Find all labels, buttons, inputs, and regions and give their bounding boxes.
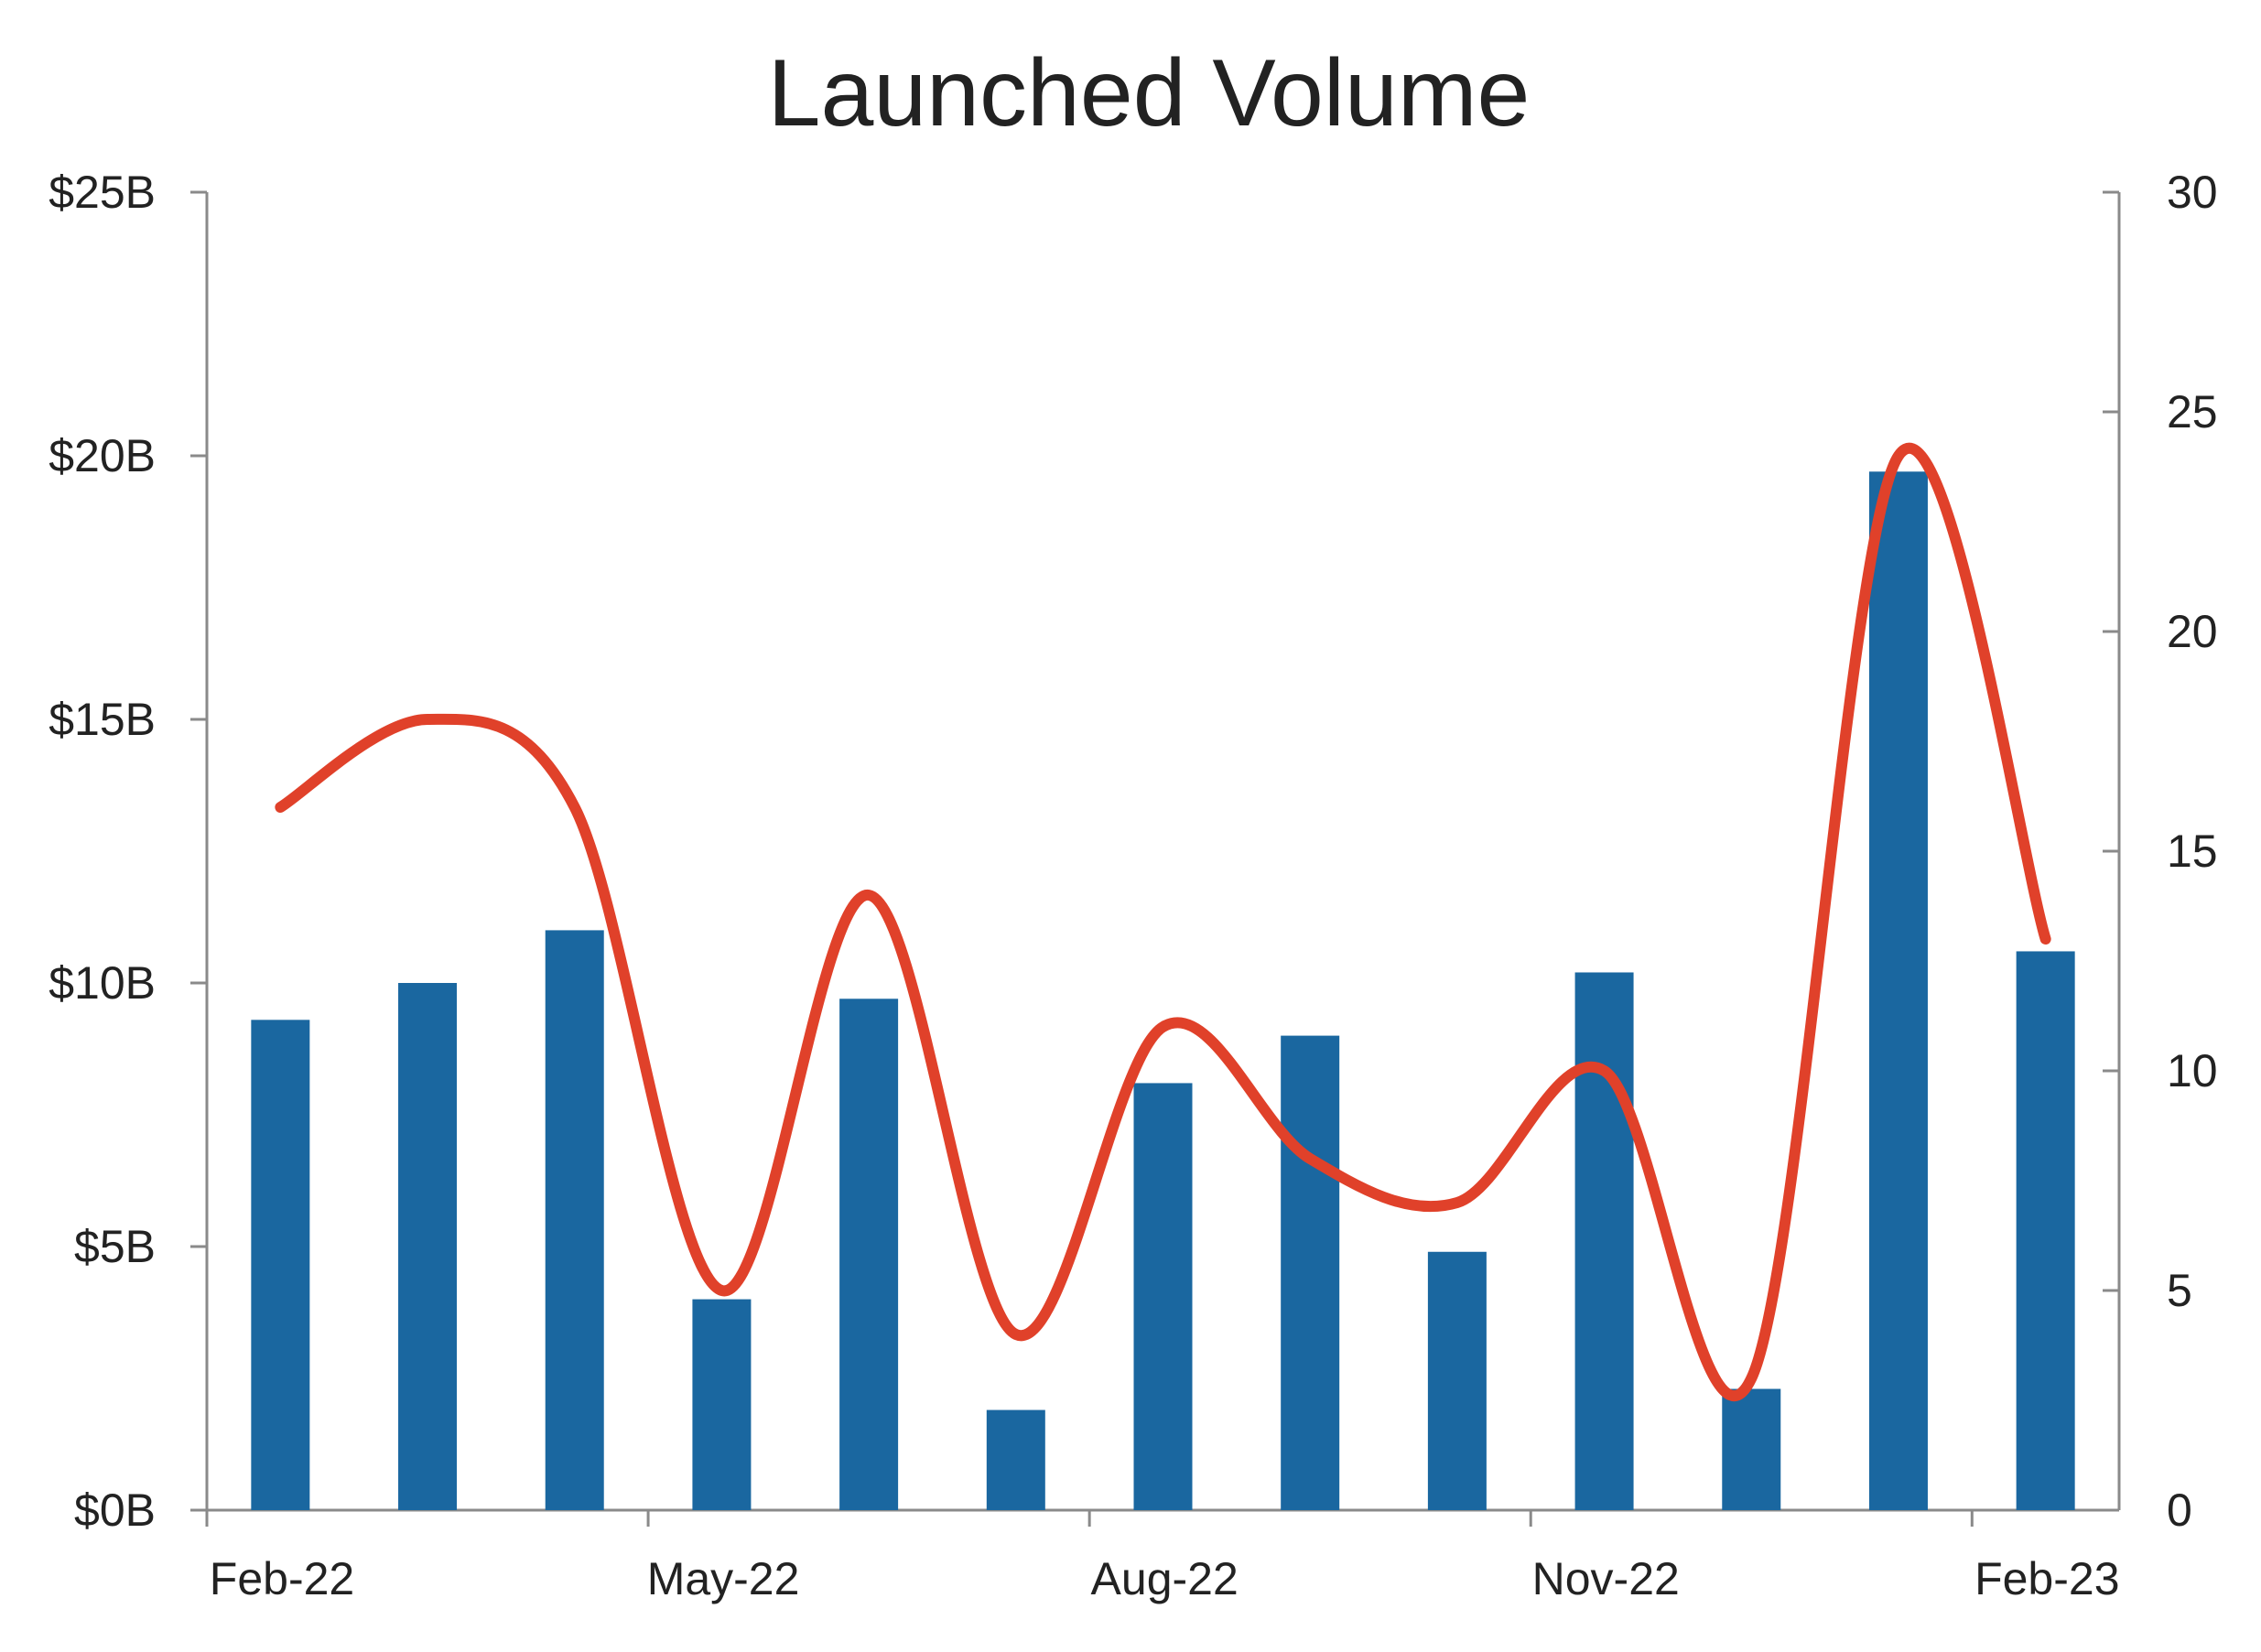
line-point-Feb-22 bbox=[279, 806, 282, 808]
left-y-tick-label: $0B bbox=[74, 1485, 156, 1536]
x-tick-label: Feb-22 bbox=[210, 1553, 354, 1604]
left-y-tick-label: $5B bbox=[74, 1221, 156, 1272]
line-point-Dec-22 bbox=[1750, 1377, 1753, 1379]
bar-Apr-22 bbox=[545, 930, 604, 1510]
right-y-tick-label: 5 bbox=[2167, 1265, 2192, 1316]
bar-Jan-23 bbox=[1868, 471, 1928, 1510]
bar-series bbox=[251, 471, 2075, 1510]
bar-Mar-22 bbox=[398, 983, 458, 1510]
line-point-Aug-22 bbox=[1162, 1026, 1164, 1028]
line-point-Jul-22 bbox=[1014, 1333, 1017, 1335]
right-y-tick-label: 20 bbox=[2167, 606, 2218, 657]
x-tick-label: Aug-22 bbox=[1091, 1553, 1239, 1604]
right-y-tick-label: 0 bbox=[2167, 1485, 2192, 1536]
left-y-tick-label: $20B bbox=[49, 430, 156, 481]
left-y-tick-label: $25B bbox=[49, 167, 156, 218]
right-y-tick-label: 25 bbox=[2167, 386, 2218, 437]
line-point-Sep-22 bbox=[1309, 1158, 1312, 1160]
bar-Nov-22 bbox=[1574, 972, 1634, 1510]
right-y-tick-label: 30 bbox=[2167, 167, 2218, 218]
bar-May-22 bbox=[692, 1299, 752, 1510]
left-y-tick-label: $15B bbox=[49, 694, 156, 745]
line-point-May-22 bbox=[720, 1290, 723, 1291]
bar-Aug-22 bbox=[1133, 1083, 1193, 1510]
right-y-tick-label: 10 bbox=[2167, 1045, 2218, 1096]
bar-Feb-23 bbox=[2016, 951, 2075, 1510]
line-series bbox=[275, 442, 2051, 1401]
line-point-Oct-22 bbox=[1455, 1202, 1458, 1204]
chart-title: Launched Volume bbox=[768, 40, 1531, 146]
x-tick-label: Feb-23 bbox=[1974, 1553, 2119, 1604]
count-line bbox=[275, 442, 2051, 1401]
bar-Dec-22 bbox=[1722, 1388, 1781, 1510]
line-point-Nov-22 bbox=[1603, 1070, 1606, 1072]
left-y-tick-label: $10B bbox=[49, 957, 156, 1009]
bar-Feb-22 bbox=[251, 1020, 310, 1510]
x-tick-label: Nov-22 bbox=[1532, 1553, 1680, 1604]
bar-Jun-22 bbox=[839, 999, 899, 1510]
tick-labels: $0B $5B $10B $15B $20B $25B 0 5 10 15 20 25 30 Feb-22… bbox=[49, 167, 2217, 1604]
line-point-Apr-22 bbox=[573, 806, 576, 808]
right-y-tick-label: 15 bbox=[2167, 826, 2218, 877]
x-tick-label: May-22 bbox=[647, 1553, 800, 1604]
bar-Sep-22 bbox=[1281, 1035, 1340, 1510]
line-point-Jun-22 bbox=[868, 894, 871, 896]
bar-Oct-22 bbox=[1427, 1251, 1487, 1510]
bar-Jul-22 bbox=[986, 1409, 1045, 1510]
line-point-Feb-23 bbox=[2044, 938, 2047, 940]
line-point-Jan-23 bbox=[1897, 455, 1899, 457]
line-point-Mar-22 bbox=[427, 718, 429, 720]
